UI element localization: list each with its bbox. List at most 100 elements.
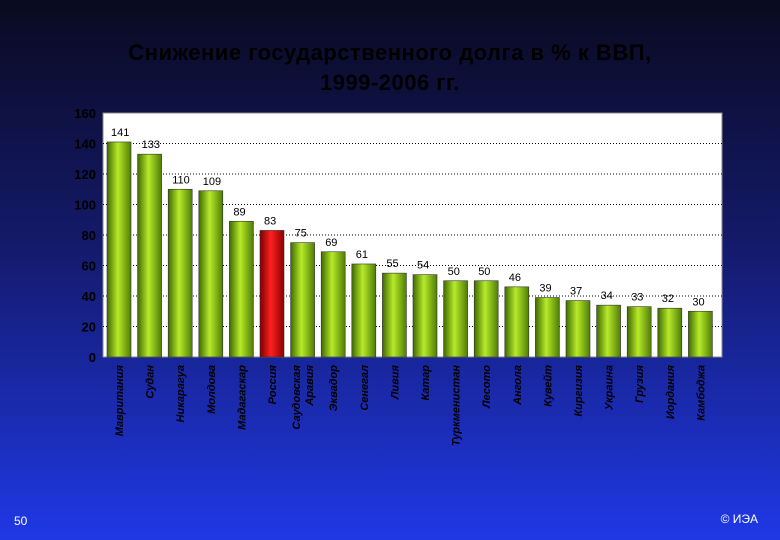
x-label-text: Иордания [665,364,677,419]
x-label-8: Эквадор [328,365,340,412]
y-tick-label: 80 [82,228,96,243]
x-label-4: Молдова [206,365,218,414]
x-label-text: Ангола [512,365,524,406]
x-label-text: Киргизия [573,364,585,416]
x-label-14: Ангола [512,365,524,406]
bar-17 [596,304,621,358]
y-tick-label: 120 [74,167,96,182]
value-label: 110 [172,174,190,186]
value-label: 89 [233,206,245,218]
x-label-text: Мавритания [114,364,126,436]
chart-title-line-1: Снижение государственного долга в % к ВВ… [128,40,652,65]
bar-6 [259,230,285,358]
x-label-text: Лесото [481,365,493,409]
value-label: 109 [203,176,221,188]
value-label: 32 [662,293,674,305]
y-tick-label: 100 [74,198,96,213]
x-label-text: Саудовская [291,364,303,429]
chart-title-line-2: 1999-2006 гг. [319,70,461,95]
value-label: 83 [264,215,276,227]
bars [106,141,713,358]
value-labels: 141 133 110 109 89 83 75 69 61 55 54 50 50 46 39 37 34 33… [111,127,705,308]
x-label-5: Мадагаскар [236,365,248,430]
x-axis-labels: Мавритания Судан Никарагуа Молдова Мадагаска… [114,364,707,446]
value-label: 54 [417,260,429,272]
x-label-19: Иордания [665,364,677,419]
y-tick-label: 140 [74,137,96,152]
value-label: 46 [509,272,521,284]
x-label-10: Ливия [389,364,401,400]
bar-15 [535,297,560,358]
x-label-text: Ливия [389,364,401,400]
value-label: 50 [478,266,490,278]
x-label-text: Никарагуа [175,365,187,422]
value-label: 61 [356,249,368,261]
x-label-3: Никарагуа [175,365,187,422]
page-number: 50 [14,514,28,528]
value-label: 39 [539,283,551,295]
value-label: 50 [448,266,460,278]
y-tick-label: 0 [89,350,96,365]
bar-14 [504,286,530,358]
y-tick-label: 40 [82,289,96,304]
bar-7 [290,242,315,358]
value-label: 30 [692,296,704,308]
x-label-18: Грузия [634,364,646,402]
x-label-13: Лесото [481,365,493,409]
x-label-text: Молдова [206,365,218,414]
x-label-text: Катар [420,365,432,401]
bar-16 [565,300,591,358]
value-label: 75 [295,228,307,240]
x-label-6: Россия [267,364,279,404]
x-label-16: Киргизия [573,364,585,416]
bar-1 [106,141,132,358]
bar-20 [688,310,713,358]
y-tick-label: 160 [74,106,96,121]
x-label-text: Россия [267,364,279,404]
x-label-text: Эквадор [328,365,340,412]
x-label-text: Аравия [304,364,316,406]
value-label: 141 [111,127,129,139]
bar-4 [198,190,224,358]
x-label-text: Камбоджа [695,365,707,421]
chart-title: Снижение государственного долга в % к ВВ… [0,38,780,98]
value-label: 69 [325,237,337,249]
value-label: 37 [570,286,582,298]
x-label-text: Судан [145,365,157,399]
bar-10 [382,272,407,358]
x-label-11: Катар [420,365,432,401]
x-label-2: Судан [145,365,157,399]
x-label-text: Сенегал [359,365,371,411]
bar-5 [229,220,254,358]
x-label-15: Кувейт [542,365,554,407]
x-label-9: Сенегал [359,365,371,411]
bar-2 [137,153,162,358]
y-tick-label: 20 [82,320,96,335]
y-axis-ticks: 0 20 40 60 80 100 120 140 160 [74,106,96,365]
copyright: © ИЭА [720,512,758,526]
value-label: 133 [142,139,160,151]
value-label: 33 [631,292,643,304]
x-label-text: Мадагаскар [236,365,248,430]
x-label-text: Украина [604,365,616,410]
x-label-text: Туркменистан [451,365,463,446]
x-label-17: Украина [604,365,616,410]
bar-12 [443,280,468,358]
bar-13 [473,280,499,358]
bar-9 [351,263,377,358]
bar-3 [167,188,193,358]
x-label-7: Саудовская Аравия [291,364,316,429]
x-label-text: Грузия [634,364,646,402]
x-label-12: Туркменистан [451,365,463,446]
value-label: 55 [386,258,398,270]
bar-8 [320,251,346,358]
value-label: 34 [601,290,613,302]
grid-lines [103,143,722,327]
y-tick-label: 60 [82,259,96,274]
x-label-text: Кувейт [542,365,554,407]
x-label-20: Камбоджа [695,365,707,421]
bar-19 [657,307,683,358]
bar-11 [412,274,438,358]
x-label-1: Мавритания [114,364,126,436]
